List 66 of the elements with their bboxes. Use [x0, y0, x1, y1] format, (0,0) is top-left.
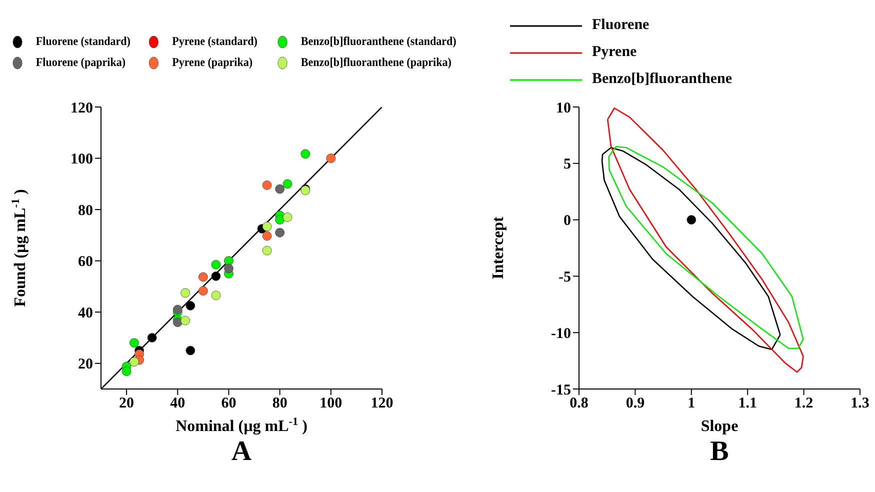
point: [275, 184, 285, 194]
point: [275, 228, 285, 238]
text: B: [709, 436, 730, 468]
legend-label: Fluorene: [592, 17, 650, 34]
x-tick-label: 1.2: [794, 396, 814, 412]
y-tick-label: 0: [564, 213, 571, 230]
point: [122, 366, 132, 376]
point: [211, 260, 221, 270]
legend-label: Benzo[b]fluoranthene (standard): [300, 34, 456, 49]
x-tick-label: 1.3: [850, 396, 870, 412]
x-tick-label: 20: [119, 396, 134, 412]
point: [262, 222, 272, 232]
x-tick-label: 60: [221, 396, 236, 412]
x-tick-label: 0.9: [626, 396, 645, 412]
point: [282, 212, 292, 222]
point: [198, 286, 208, 296]
point: [211, 271, 221, 281]
x-tick-label: 1: [688, 396, 696, 412]
point: [262, 246, 272, 256]
legend-label: Fluorene (paprika): [36, 55, 126, 70]
point: [275, 215, 285, 225]
y-tick-label: -15: [551, 382, 571, 398]
y-tick-label: 40: [78, 305, 93, 322]
point: [180, 288, 190, 298]
y-tick-label: 20: [78, 356, 93, 373]
x-tick-label: 80: [272, 396, 288, 412]
legend-label: Pyrene: [592, 44, 637, 61]
y-axis-title: Intercept: [490, 216, 507, 280]
point: [186, 300, 196, 310]
text: A: [230, 436, 253, 468]
legend-label: Pyrene (paprika): [172, 55, 253, 70]
point: [224, 264, 234, 274]
x-tick-label: 100: [320, 396, 342, 412]
point: [129, 338, 139, 348]
y-tick-label: 60: [78, 254, 93, 270]
point: [224, 256, 234, 266]
x-tick-label: 0.8: [570, 396, 588, 412]
y-tick-label: 100: [70, 152, 93, 168]
point: [300, 149, 310, 159]
x-axis-title: Slope: [700, 418, 738, 435]
point: [180, 316, 190, 326]
point: [186, 346, 196, 356]
legend-label: Pyrene (standard): [172, 34, 258, 49]
point: [211, 290, 221, 300]
y-tick-label: 120: [70, 100, 93, 116]
point: [172, 318, 182, 328]
y-tick-label: -10: [551, 326, 571, 342]
point: [262, 231, 272, 241]
point: [172, 304, 182, 314]
point: [129, 357, 139, 367]
y-tick-label: 10: [556, 100, 571, 116]
x-tick-label: 1.1: [738, 396, 757, 412]
y-tick-label: 5: [564, 156, 571, 173]
point: [147, 333, 157, 342]
legend-label: Benzo[b]fluoranthene: [592, 71, 732, 88]
point: [198, 272, 208, 282]
point: [326, 154, 336, 163]
legend-label: Benzo[b]fluoranthene (paprika): [300, 55, 452, 70]
legend-label: Fluorene (standard): [36, 34, 130, 49]
x-tick-label: 40: [170, 396, 186, 412]
y-tick-label: -5: [558, 270, 571, 286]
x-axis-title: Nominal (µg mL$^{-1}$): [176, 416, 308, 435]
point: [262, 180, 272, 190]
x-tick-label: 120: [370, 396, 394, 412]
y-tick-label: 80: [78, 202, 93, 219]
point: [282, 179, 292, 189]
